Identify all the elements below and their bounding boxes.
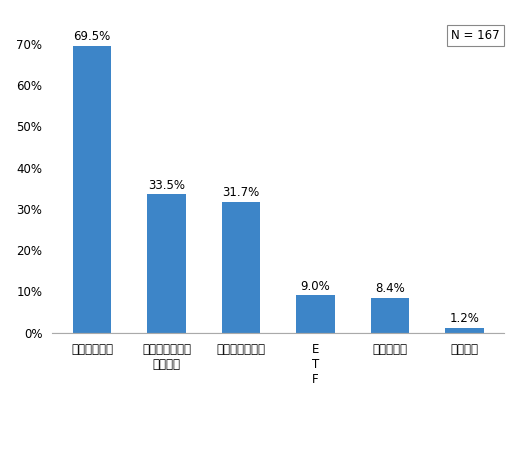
Text: 8.4%: 8.4% bbox=[375, 282, 405, 296]
Text: 33.5%: 33.5% bbox=[148, 179, 185, 192]
Bar bbox=[147, 195, 186, 333]
Bar bbox=[73, 46, 111, 333]
Bar bbox=[445, 328, 484, 333]
Bar bbox=[296, 296, 335, 333]
Text: 31.7%: 31.7% bbox=[223, 186, 259, 199]
Bar bbox=[222, 202, 261, 333]
Bar bbox=[371, 298, 409, 333]
Text: N = 167: N = 167 bbox=[451, 29, 500, 43]
Text: 1.2%: 1.2% bbox=[449, 312, 479, 325]
Text: 69.5%: 69.5% bbox=[73, 30, 111, 43]
Text: 9.0%: 9.0% bbox=[301, 280, 330, 293]
